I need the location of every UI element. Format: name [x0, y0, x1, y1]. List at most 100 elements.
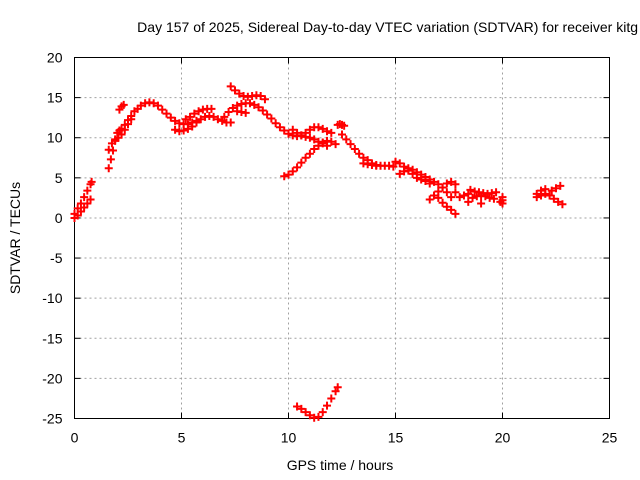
data-point: [355, 149, 364, 158]
data-point: [107, 139, 116, 148]
data-point: [267, 114, 276, 123]
data-point: [83, 186, 92, 195]
data-point: [425, 195, 434, 204]
data-point: [231, 86, 239, 95]
data-point: [532, 193, 541, 202]
data-point: [166, 113, 175, 122]
data-point: [350, 144, 359, 153]
data-point: [434, 180, 443, 189]
data-point: [421, 177, 430, 186]
data-point: [297, 404, 306, 413]
data-point: [464, 197, 473, 206]
data-point: [87, 177, 96, 186]
data-point: [256, 92, 265, 101]
data-point: [442, 188, 451, 197]
data-point: [293, 163, 302, 172]
data-point: [314, 141, 323, 150]
data-point: [288, 125, 297, 134]
data-point: [76, 207, 85, 216]
data-point: [447, 205, 456, 214]
data-point: [391, 157, 400, 166]
data-point: [158, 105, 167, 114]
data-point: [192, 118, 201, 127]
data-point: [301, 153, 310, 162]
series-arc-v: [468, 191, 498, 203]
data-point: [554, 197, 563, 206]
data-point: [408, 169, 417, 178]
series-arc-q: [395, 166, 434, 188]
data-point: [547, 186, 556, 195]
data-point: [323, 127, 332, 136]
data-point: [455, 193, 464, 202]
series-arc-j: [233, 107, 250, 117]
data-point: [86, 195, 95, 204]
data-point: [498, 193, 507, 202]
data-point: [466, 185, 475, 194]
data-point: [188, 122, 197, 131]
data-point: [451, 209, 460, 218]
data-point: [263, 110, 272, 119]
data-point: [280, 126, 289, 135]
series-arc-l: [280, 136, 340, 181]
data-point: [305, 411, 314, 420]
series-arc-x: [498, 193, 507, 208]
data-point: [552, 184, 560, 193]
data-point: [305, 133, 314, 142]
data-point: [258, 106, 267, 115]
data-point: [305, 125, 314, 134]
data-point: [310, 144, 319, 153]
x-tick-label: 25: [602, 430, 618, 446]
y-tick-label: 15: [47, 90, 63, 106]
series-arc-a: [70, 177, 96, 218]
data-point: [153, 101, 162, 110]
data-point: [464, 189, 473, 198]
data-point: [333, 383, 342, 392]
data-point: [104, 164, 113, 173]
data-point: [477, 199, 486, 208]
plot-frame: [74, 57, 610, 419]
tick-marks: [74, 57, 610, 419]
data-point: [190, 109, 199, 118]
grid: [74, 57, 610, 419]
data-point: [80, 203, 89, 212]
tick-labels: 0 5 10 15 20 25 -25 -20 -15 -10 -5 0 5 10 15 20: [42, 50, 617, 446]
data-point: [342, 135, 351, 144]
data-point: [395, 159, 404, 168]
y-tick-label: 20: [47, 50, 63, 66]
data-point: [541, 189, 550, 198]
data-point: [346, 140, 355, 149]
data-point: [492, 188, 501, 197]
data-point: [104, 145, 113, 154]
data-point: [558, 200, 567, 209]
y-tick-label: 0: [55, 210, 63, 226]
data-point: [284, 129, 293, 138]
data-point: [545, 191, 554, 200]
data-point: [124, 120, 132, 129]
data-point: [442, 202, 451, 211]
data-point: [327, 137, 336, 146]
data-point: [489, 194, 498, 203]
data-point: [434, 193, 443, 202]
data-point: [318, 124, 327, 133]
y-tick-label: -25: [42, 411, 62, 427]
data-point: [438, 183, 447, 192]
data-point: [235, 89, 244, 98]
data-point: [395, 169, 404, 178]
data-point: [556, 181, 565, 190]
y-tick-label: 5: [55, 170, 63, 186]
data-point: [284, 170, 293, 179]
data-point: [120, 125, 129, 134]
x-tick-label: 10: [281, 430, 297, 446]
data-point: [241, 108, 250, 117]
data-point: [318, 408, 327, 417]
series-arc-f: [171, 112, 235, 136]
data-point: [224, 108, 233, 117]
data-point: [331, 140, 340, 149]
data-point: [412, 173, 421, 182]
data-point: [136, 101, 145, 110]
data-point: [430, 177, 439, 186]
data-point: [119, 100, 128, 109]
chart-title: Day 157 of 2025, Sidereal Day-to-day VTE…: [137, 19, 638, 35]
data-point: [327, 394, 336, 403]
